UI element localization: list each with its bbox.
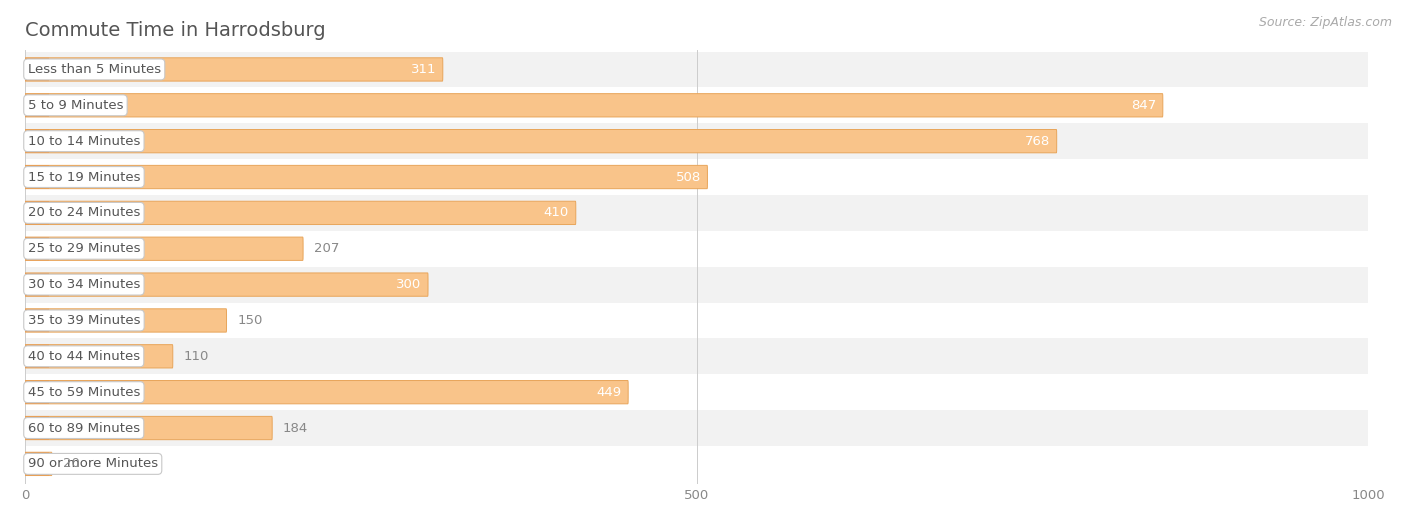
FancyBboxPatch shape bbox=[25, 416, 49, 440]
Text: 10 to 14 Minutes: 10 to 14 Minutes bbox=[28, 134, 141, 147]
Text: 20: 20 bbox=[63, 458, 80, 470]
FancyBboxPatch shape bbox=[25, 165, 49, 189]
FancyBboxPatch shape bbox=[25, 452, 52, 475]
Text: 768: 768 bbox=[1025, 134, 1050, 147]
FancyBboxPatch shape bbox=[25, 165, 707, 189]
Text: 20 to 24 Minutes: 20 to 24 Minutes bbox=[28, 207, 141, 219]
Bar bbox=[25, 338, 1368, 374]
Text: 508: 508 bbox=[675, 170, 700, 184]
Text: 410: 410 bbox=[544, 207, 569, 219]
FancyBboxPatch shape bbox=[25, 201, 49, 224]
FancyBboxPatch shape bbox=[25, 58, 49, 81]
FancyBboxPatch shape bbox=[25, 58, 443, 81]
Bar bbox=[25, 87, 1368, 123]
Text: Less than 5 Minutes: Less than 5 Minutes bbox=[28, 63, 160, 76]
Text: 184: 184 bbox=[283, 422, 308, 435]
FancyBboxPatch shape bbox=[25, 130, 49, 153]
Bar bbox=[25, 267, 1368, 302]
Text: 30 to 34 Minutes: 30 to 34 Minutes bbox=[28, 278, 141, 291]
Text: Source: ZipAtlas.com: Source: ZipAtlas.com bbox=[1258, 16, 1392, 29]
FancyBboxPatch shape bbox=[25, 273, 427, 296]
Bar bbox=[25, 195, 1368, 231]
Text: 60 to 89 Minutes: 60 to 89 Minutes bbox=[28, 422, 139, 435]
Text: 449: 449 bbox=[596, 385, 621, 399]
FancyBboxPatch shape bbox=[25, 381, 49, 404]
Text: 15 to 19 Minutes: 15 to 19 Minutes bbox=[28, 170, 141, 184]
FancyBboxPatch shape bbox=[25, 237, 304, 260]
FancyBboxPatch shape bbox=[25, 416, 273, 440]
FancyBboxPatch shape bbox=[25, 345, 173, 368]
FancyBboxPatch shape bbox=[25, 309, 49, 332]
FancyBboxPatch shape bbox=[25, 345, 49, 368]
Bar bbox=[25, 231, 1368, 267]
FancyBboxPatch shape bbox=[25, 452, 49, 475]
Bar bbox=[25, 374, 1368, 410]
Bar bbox=[25, 159, 1368, 195]
Bar bbox=[25, 410, 1368, 446]
Text: 207: 207 bbox=[314, 242, 339, 255]
FancyBboxPatch shape bbox=[25, 237, 49, 260]
Text: 110: 110 bbox=[184, 350, 209, 363]
FancyBboxPatch shape bbox=[25, 201, 576, 224]
Text: 45 to 59 Minutes: 45 to 59 Minutes bbox=[28, 385, 141, 399]
FancyBboxPatch shape bbox=[25, 381, 628, 404]
Text: Commute Time in Harrodsburg: Commute Time in Harrodsburg bbox=[25, 21, 326, 40]
Text: 5 to 9 Minutes: 5 to 9 Minutes bbox=[28, 99, 124, 112]
Text: 847: 847 bbox=[1130, 99, 1156, 112]
Text: 35 to 39 Minutes: 35 to 39 Minutes bbox=[28, 314, 141, 327]
FancyBboxPatch shape bbox=[25, 309, 226, 332]
Text: 300: 300 bbox=[396, 278, 422, 291]
Text: 150: 150 bbox=[238, 314, 263, 327]
Bar bbox=[25, 51, 1368, 87]
Text: 311: 311 bbox=[411, 63, 436, 76]
FancyBboxPatch shape bbox=[25, 94, 1163, 117]
FancyBboxPatch shape bbox=[25, 94, 49, 117]
Text: 40 to 44 Minutes: 40 to 44 Minutes bbox=[28, 350, 139, 363]
Text: 25 to 29 Minutes: 25 to 29 Minutes bbox=[28, 242, 141, 255]
FancyBboxPatch shape bbox=[25, 130, 1057, 153]
Bar bbox=[25, 302, 1368, 338]
FancyBboxPatch shape bbox=[25, 273, 49, 296]
Bar bbox=[25, 446, 1368, 482]
Bar bbox=[25, 123, 1368, 159]
Text: 90 or more Minutes: 90 or more Minutes bbox=[28, 458, 157, 470]
